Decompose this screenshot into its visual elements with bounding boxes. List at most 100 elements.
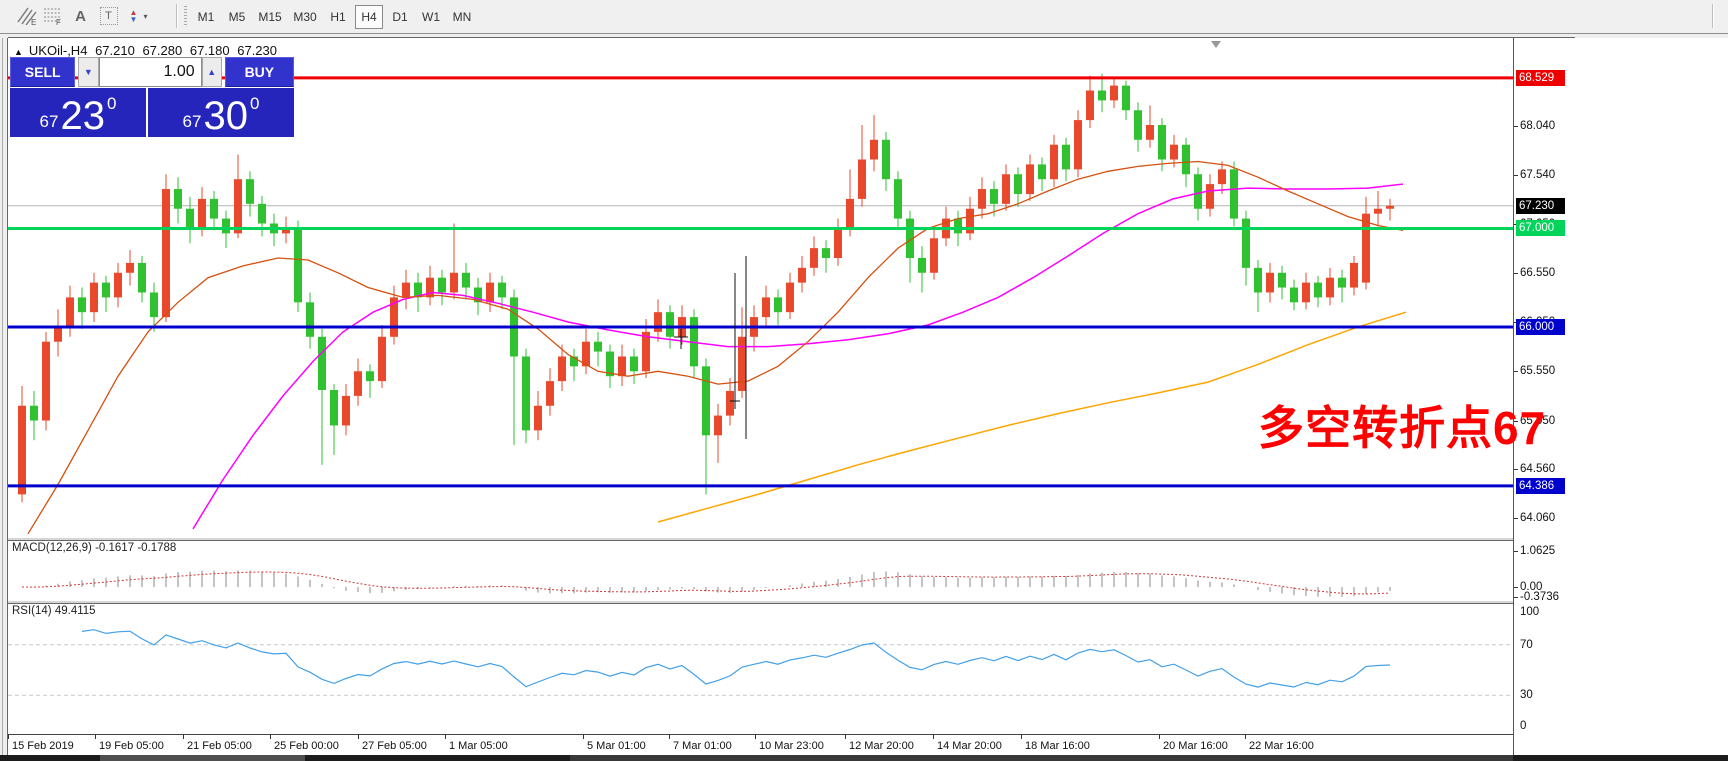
sell-price-sup: 0 (106, 94, 117, 113)
svg-text:E: E (31, 18, 36, 26)
time-axis-label: 22 Mar 16:00 (1249, 740, 1314, 752)
rsi-svg (8, 629, 1513, 696)
volume-increase-button[interactable]: ▲ (201, 57, 222, 87)
axis-tick (1514, 126, 1518, 127)
timeframe-button-h4[interactable]: H4 (355, 5, 383, 29)
taskbar-segment (570, 755, 1513, 761)
time-axis-label: 15 Feb 2019 (12, 740, 74, 752)
timeframe-button-d1[interactable]: D1 (392, 10, 408, 24)
buy-button[interactable]: BUY (224, 57, 294, 87)
rsi-label: RSI(14) 49.4115 (12, 605, 96, 617)
sell-button[interactable]: SELL (10, 57, 76, 87)
macd-axis-label: -0.3736 (1520, 591, 1560, 603)
axis-tick (1514, 587, 1518, 588)
sell-price-display[interactable]: 67 23 0 (10, 88, 146, 137)
toolbar-grip[interactable] (184, 6, 187, 26)
price-level-label-67.000: 67.000 (1516, 220, 1565, 237)
volume-input[interactable]: 1.00 (98, 57, 202, 87)
time-tick (583, 735, 584, 739)
drawn-annotations[interactable] (674, 256, 747, 439)
arrows-icon[interactable]: ▲ ▼ ▾ (129, 8, 148, 24)
chart-top-border (8, 37, 1575, 38)
buy-price-small: 67 (182, 112, 202, 131)
macd-value: -0.1617 (95, 542, 135, 554)
macd-signal-line (21, 571, 1391, 595)
ma-fast-red[interactable] (27, 160, 1404, 535)
macd-svg (21, 570, 1391, 597)
price-level-label-67.230: 67.230 (1516, 197, 1565, 214)
ma-medium-magenta[interactable] (192, 183, 1404, 530)
equidistant-channel-icon[interactable]: E (14, 4, 39, 28)
time-axis-label: 7 Mar 01:00 (673, 740, 732, 752)
macd-label: MACD(12,26,9) -0.1617 -0.1788 (12, 542, 176, 554)
rsi-axis-label: 100 (1520, 606, 1540, 618)
time-axis-label: 14 Mar 20:00 (937, 740, 1002, 752)
main-chart-svg (8, 41, 1513, 535)
collapse-arrow-icon[interactable]: ▲ (14, 47, 23, 57)
sell-price-big: 23 (60, 94, 105, 138)
fibonacci-icon[interactable]: F (40, 4, 65, 28)
time-tick (183, 735, 184, 739)
taskbar-strip (0, 755, 1728, 761)
time-tick (8, 735, 9, 739)
text-icon[interactable]: A (75, 7, 86, 25)
time-tick (755, 735, 756, 739)
chart-title: ▲ UKOil-,H4 67.210 67.280 67.180 67.230 (14, 43, 281, 58)
time-axis[interactable]: 15 Feb 2019 19 Feb 05:00 21 Feb 05:00 25 Fe… (8, 735, 1513, 755)
time-tick (358, 735, 359, 739)
axis-tick (1514, 371, 1518, 373)
time-tick (845, 735, 846, 739)
chinese-annotation-text[interactable]: 多空转折点67 (1258, 402, 1547, 454)
axis-tick (1514, 468, 1518, 470)
rsi-bottom-border (8, 734, 1513, 735)
timeframe-button-w1[interactable]: W1 (422, 10, 440, 24)
time-axis-label: 25 Feb 00:00 (274, 740, 339, 752)
taskbar-segment (100, 755, 305, 761)
rsi-line (81, 629, 1391, 688)
timeframe-button-m5[interactable]: M5 (228, 10, 246, 24)
price-axis-label: 68.040 (1520, 120, 1556, 132)
text-label-icon[interactable]: T (96, 4, 121, 28)
buy-price-display[interactable]: 67 30 0 (148, 88, 294, 137)
price-axis-label: 67.540 (1520, 169, 1556, 182)
buy-price-sup: 0 (249, 94, 260, 113)
shift-marker-icon[interactable] (1211, 41, 1221, 48)
time-tick (95, 735, 96, 739)
timeframe-button-m30[interactable]: M30 (293, 10, 317, 24)
pane-splitter[interactable] (8, 601, 1513, 603)
rsi-value: 49.4115 (54, 605, 96, 617)
pane-splitter[interactable] (8, 538, 1513, 540)
timeframe-button-m15[interactable]: M15 (258, 10, 282, 24)
rsi-name: RSI(14) (12, 605, 52, 617)
timeframe-button-m1[interactable]: M1 (197, 10, 215, 24)
sell-price-small: 67 (39, 112, 59, 131)
window-edge-inner (7, 38, 8, 755)
symbol-label: UKOil-,H4 (28, 43, 88, 58)
price-axis-label: 65.550 (1520, 365, 1556, 378)
open-value: 67.210 (95, 43, 135, 58)
price-axis-label: 66.550 (1520, 266, 1556, 279)
time-axis-label: 19 Feb 05:00 (99, 740, 164, 752)
macd-signal-value: -0.1788 (137, 542, 177, 554)
price-level-label-66.000: 66.000 (1516, 318, 1565, 335)
time-axis-label: 21 Feb 05:00 (187, 740, 252, 752)
price-axis-label: 64.060 (1520, 512, 1556, 525)
toolbar-separator (176, 4, 178, 28)
buy-price-big: 30 (203, 94, 248, 138)
time-tick (933, 735, 934, 739)
timeframe-button-mn[interactable]: MN (452, 10, 472, 24)
toolbar: E F A T ▲ ▼ ▾ M1 M5 M15 M30 H1 H4 D1 W1 MN (0, 0, 1728, 34)
time-axis-label: 18 Mar 16:00 (1025, 740, 1090, 752)
price-axis[interactable]: 1.0625 0.00-0.3736 100 70 30 0 68.040 67.540 67.… (1513, 38, 1728, 755)
candles (18, 73, 1394, 503)
timeframe-button-h1[interactable]: H1 (330, 10, 346, 24)
rsi-axis-label: 30 (1520, 689, 1533, 702)
trade-panel: SELL ▼ 1.00 ▲ BUY 67 23 0 67 30 0 (10, 57, 294, 137)
frame-top-strip (0, 34, 1728, 38)
high-value: 67.280 (142, 43, 183, 58)
macd-name: MACD(12,26,9) (12, 542, 92, 554)
frame-left-strip (0, 38, 8, 761)
volume-decrease-button[interactable]: ▼ (78, 57, 99, 87)
time-tick (1021, 735, 1022, 739)
